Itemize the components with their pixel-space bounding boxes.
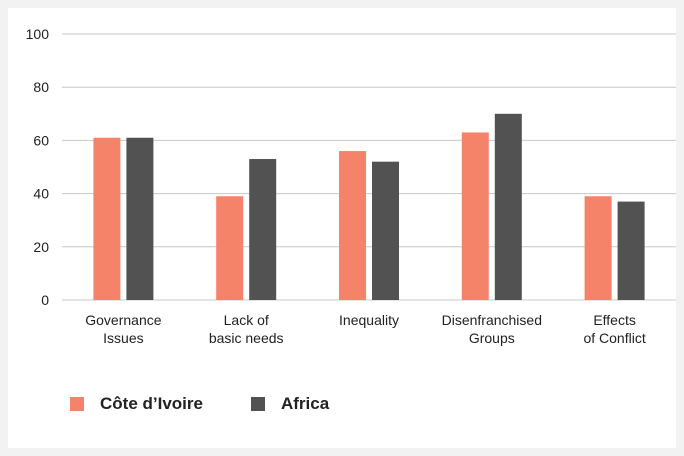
legend-swatch-africa — [250, 397, 265, 411]
x-tick-label-4: Effects of Conflict — [583, 312, 645, 346]
legend-item-africa: Africa — [250, 394, 330, 414]
x-tick-label-3: Disenfranchised Groups — [442, 312, 542, 346]
x-axis-tick-labels: Governance Issues Lack of basic needs Inequa… — [85, 312, 646, 346]
legend-swatch-cote-divoire — [70, 397, 84, 411]
y-tick-label-60: 60 — [33, 132, 49, 148]
legend-label-africa: Africa — [280, 394, 330, 413]
gridlines — [62, 33, 676, 301]
legend: Côte d’Ivoire Africa — [70, 392, 329, 416]
bar-cote-divoire-1 — [216, 196, 244, 300]
bar-africa-3 — [494, 113, 522, 300]
y-tick-label-40: 40 — [33, 186, 49, 202]
y-tick-label-0: 0 — [41, 292, 49, 308]
x-tick-label-2: Inequality — [339, 312, 399, 328]
y-tick-label-100: 100 — [26, 26, 50, 42]
bar-africa-1 — [249, 159, 277, 300]
bar-africa-2 — [372, 161, 399, 300]
y-tick-label-20: 20 — [33, 239, 49, 255]
x-tick-label-1: Lack of basic needs — [209, 312, 284, 346]
bar-cote-divoire-2 — [339, 151, 366, 300]
bar-cote-divoire-4 — [584, 196, 612, 300]
legend-label-cote-divoire: Côte d’Ivoire — [100, 394, 203, 413]
x-tick-label-0: Governance Issues — [85, 312, 161, 346]
bar-cote-divoire-3 — [461, 132, 489, 300]
y-tick-label-80: 80 — [33, 79, 49, 95]
y-axis-tick-labels: 0 20 40 60 80 100 — [26, 26, 50, 308]
bars — [93, 113, 645, 300]
bar-cote-divoire-0 — [93, 137, 121, 300]
legend-item-cote-divoire: Côte d’Ivoire — [70, 394, 203, 414]
bar-africa-0 — [126, 137, 154, 300]
bar-africa-4 — [617, 201, 645, 300]
